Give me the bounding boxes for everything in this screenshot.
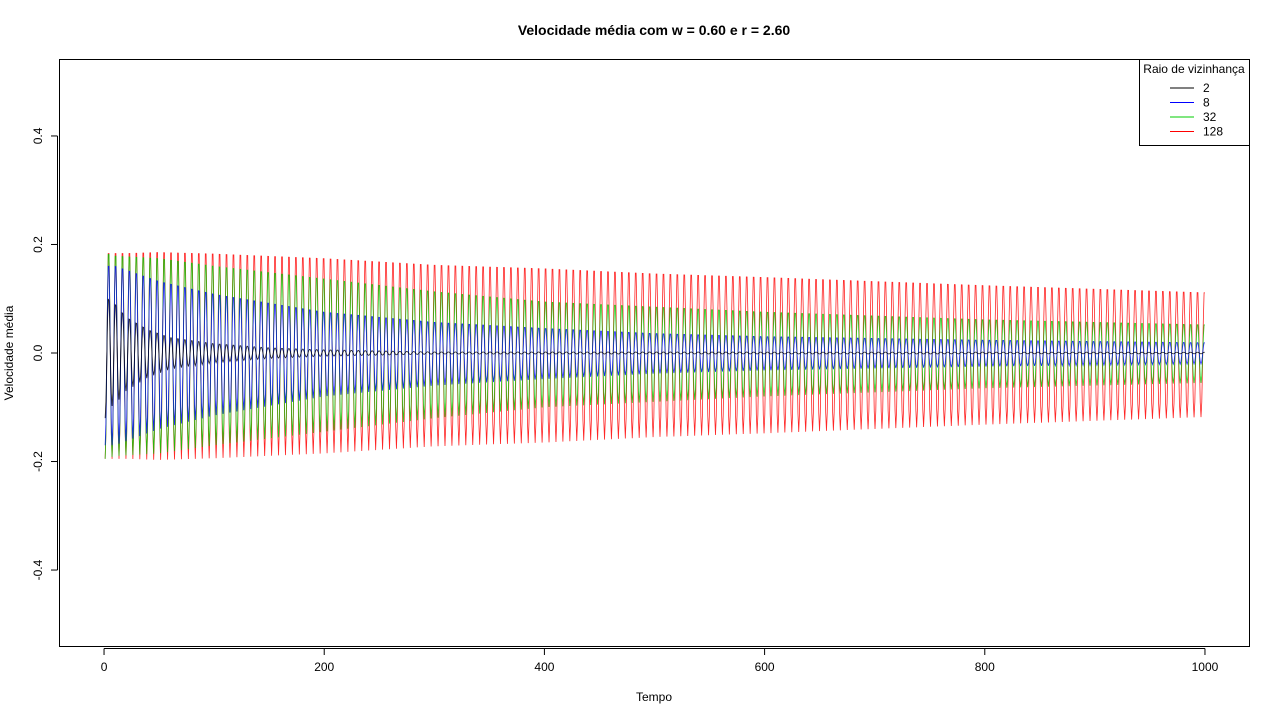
legend-box xyxy=(1139,59,1250,146)
x-axis-label: Tempo xyxy=(636,690,672,704)
plot-frame xyxy=(59,59,1250,647)
y-tick-label: 0.2 xyxy=(31,236,45,253)
y-tick-label: -0.4 xyxy=(31,559,45,580)
x-axis: 0 200 400 600 800 1000 xyxy=(101,648,1219,674)
series-line-8 xyxy=(104,265,1205,446)
x-tick-label: 800 xyxy=(975,660,995,674)
y-axis-label: Velocidade média xyxy=(2,305,16,400)
legend-title: Raio de vizinhança xyxy=(1143,62,1245,76)
legend-label-2: 2 xyxy=(1203,81,1210,95)
legend-label-32: 32 xyxy=(1203,110,1217,124)
chart-title: Velocidade média com w = 0.60 e r = 2.60 xyxy=(518,22,791,38)
y-tick-label: -0.2 xyxy=(31,451,45,472)
x-tick-label: 200 xyxy=(314,660,334,674)
legend-label-128: 128 xyxy=(1203,125,1223,139)
y-axis: -0.4 -0.2 0.0 0.2 0.4 xyxy=(31,127,58,580)
y-tick-label: 0.4 xyxy=(31,127,45,144)
x-tick-label: 1000 xyxy=(1192,660,1219,674)
x-tick-label: 400 xyxy=(534,660,554,674)
series-layer xyxy=(104,252,1205,460)
x-tick-label: 600 xyxy=(755,660,775,674)
legend-label-8: 8 xyxy=(1203,96,1210,110)
x-tick-label: 0 xyxy=(101,660,108,674)
series-line-2 xyxy=(104,298,1205,419)
y-tick-label: 0.0 xyxy=(31,344,45,361)
